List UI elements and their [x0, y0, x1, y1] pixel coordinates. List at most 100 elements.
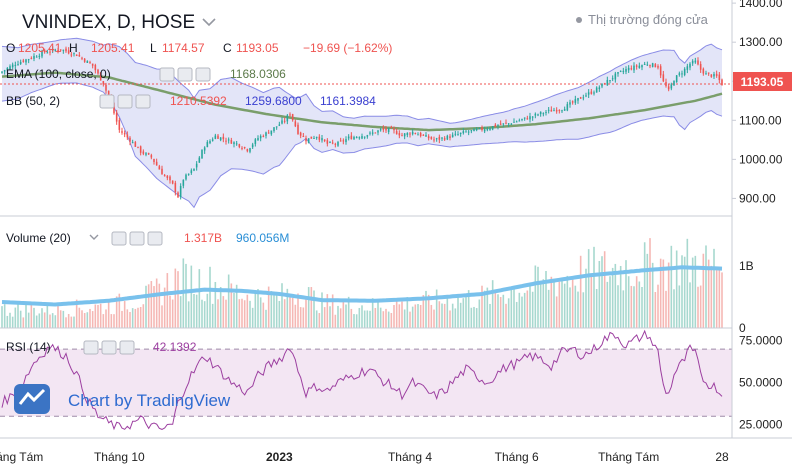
- volume-bar: [398, 304, 401, 328]
- candle-body: [619, 70, 622, 72]
- candle-body: [721, 79, 723, 86]
- volume-bar: [462, 298, 465, 328]
- volume-bar: [241, 298, 243, 328]
- candle-body: [91, 63, 94, 66]
- candle-body: [451, 134, 454, 138]
- volume-bar: [561, 277, 563, 328]
- volume-bar: [179, 296, 182, 328]
- candle-body: [646, 64, 649, 66]
- rsi-pane[interactable]: [0, 329, 732, 431]
- volume-bar: [478, 299, 481, 328]
- volume-bar: [689, 282, 691, 328]
- volume-bar: [75, 299, 78, 328]
- candle-body: [166, 175, 169, 178]
- candle-body: [617, 72, 619, 74]
- volume-bar: [718, 268, 721, 328]
- close-icon: [119, 340, 135, 355]
- ema-settings-icons[interactable]: [159, 67, 211, 82]
- ema-100-line: [1, 71, 723, 132]
- tradingview-watermark[interactable]: Chart by TradingView: [14, 384, 231, 414]
- volume-bar: [617, 285, 619, 328]
- candle-body: [339, 140, 342, 142]
- candle-body: [73, 53, 75, 55]
- candle-body: [635, 65, 638, 67]
- volume-bar: [601, 256, 603, 328]
- candle-body: [163, 175, 166, 177]
- volume-bar: [470, 307, 473, 328]
- candle-body: [473, 128, 475, 132]
- volume-bar: [62, 310, 65, 328]
- volume-bar: [419, 304, 422, 328]
- volume-bar: [422, 295, 425, 328]
- volume-bar: [1, 306, 3, 328]
- volume-bar: [635, 276, 638, 328]
- volume-bar: [611, 267, 614, 328]
- volume-bar: [150, 281, 153, 328]
- volume-bar: [115, 296, 118, 328]
- volume-bar: [582, 292, 585, 328]
- candle-body: [718, 74, 721, 81]
- candle-body: [185, 174, 187, 180]
- rsi-label[interactable]: RSI (14): [6, 340, 51, 354]
- price-pane[interactable]: [0, 37, 732, 209]
- volume-bar: [307, 287, 310, 328]
- candle-body: [57, 50, 59, 52]
- candle-body: [155, 161, 158, 166]
- rsi-settings-icons[interactable]: [83, 340, 135, 355]
- price-tick-label: 1300.00: [739, 35, 783, 49]
- candle-body: [595, 87, 598, 93]
- chevron-down-icon[interactable]: [89, 234, 99, 240]
- volume-bar: [270, 291, 273, 328]
- volume-bar: [227, 274, 230, 328]
- candle-body: [249, 148, 251, 152]
- candle-body: [702, 68, 705, 74]
- volume-bar: [294, 304, 297, 328]
- volume-bar: [609, 276, 611, 328]
- candle-body: [529, 116, 531, 120]
- candle-body: [129, 137, 131, 142]
- volume-bar: [406, 297, 409, 328]
- candle-body: [547, 109, 550, 111]
- candle-body: [683, 68, 686, 75]
- volume-bar: [449, 310, 451, 328]
- candle-body: [83, 58, 86, 62]
- volume-settings-icons[interactable]: [111, 231, 163, 246]
- ohlc-change: −19.69 (−1.62%): [303, 41, 392, 55]
- volume-label[interactable]: Volume (20): [6, 231, 71, 245]
- candle-body: [203, 147, 206, 151]
- gear-icon: [117, 94, 133, 109]
- price-tick-label: 1100.00: [739, 113, 782, 127]
- volume-bar: [643, 242, 646, 328]
- ema-value: 1168.0306: [230, 67, 286, 81]
- svg-text:1193.05: 1193.05: [741, 75, 784, 89]
- volume-bar: [675, 250, 678, 328]
- time-axis-label: Tháng Tám: [598, 450, 659, 464]
- volume-bar: [377, 301, 379, 328]
- volume-bar: [649, 238, 651, 328]
- bb-settings-icons[interactable]: [99, 94, 151, 109]
- chevron-down-icon[interactable]: [202, 18, 216, 27]
- candle-body: [195, 163, 198, 168]
- candle-body: [30, 57, 33, 59]
- ema-label[interactable]: EMA (100, close, 0): [6, 67, 111, 81]
- candle-body: [313, 137, 315, 139]
- volume-bar: [430, 304, 433, 328]
- candle-body: [46, 52, 49, 54]
- candle-body: [222, 136, 225, 140]
- volume-bar: [542, 279, 545, 328]
- candle-body: [654, 64, 657, 68]
- candle-body: [526, 118, 529, 120]
- candle-body: [65, 48, 67, 52]
- volume-bar: [209, 266, 211, 328]
- volume-pane[interactable]: [1, 238, 723, 328]
- volume-bar: [625, 260, 627, 328]
- volume-bar: [337, 305, 339, 328]
- candle-body: [6, 68, 9, 71]
- volume-bar: [577, 291, 579, 328]
- volume-bar: [707, 259, 710, 328]
- last-price-tag: 1193.05: [733, 72, 792, 91]
- bb-label[interactable]: BB (50, 2): [6, 94, 60, 108]
- volume-bar: [17, 303, 19, 328]
- symbol-title[interactable]: VNINDEX, D, HOSE: [22, 12, 195, 33]
